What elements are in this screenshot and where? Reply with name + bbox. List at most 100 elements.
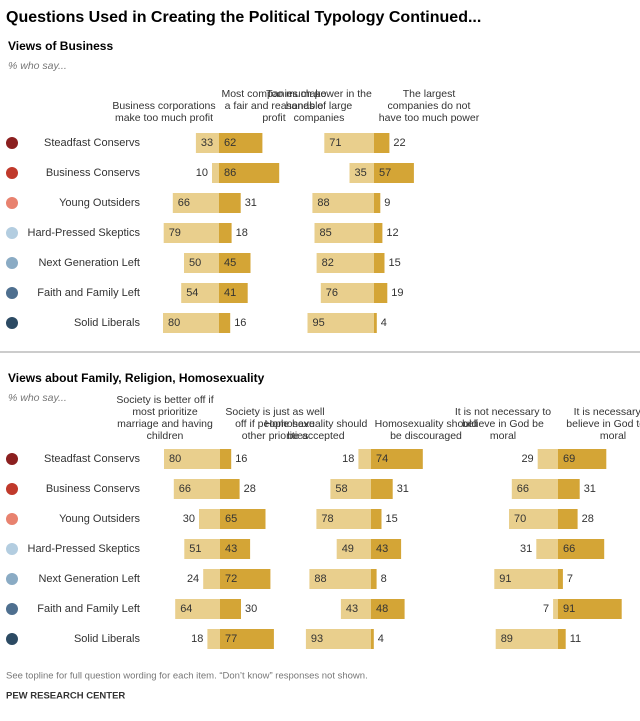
value-label: 65: [225, 513, 237, 525]
value-label: 91: [499, 573, 511, 585]
column-header-text: Homosexuality should be accepted: [264, 418, 368, 442]
value-label: 66: [563, 543, 575, 555]
value-label: 22: [393, 137, 405, 149]
column-header: Business corporations make too much prof…: [112, 100, 215, 124]
value-label: 30: [183, 513, 195, 525]
bar: [371, 449, 423, 469]
value-label: 86: [224, 167, 236, 179]
value-label: 78: [321, 513, 333, 525]
category-dot: [6, 197, 18, 209]
bar: [374, 163, 414, 183]
value-label: 80: [168, 317, 180, 329]
value-label: 64: [180, 603, 192, 615]
value-label: 62: [224, 137, 236, 149]
value-label: 85: [320, 227, 332, 239]
bar: [220, 479, 240, 499]
value-label: 77: [225, 633, 237, 645]
category-dot: [6, 633, 18, 645]
bar: [207, 629, 220, 649]
bar: [219, 133, 263, 153]
bar: [219, 313, 231, 333]
category-dot: [6, 287, 18, 299]
bar: [219, 163, 280, 183]
column-header: Homosexuality should be accepted: [264, 418, 368, 442]
category-dot: [6, 317, 18, 329]
panel-subtitle: % who say...: [8, 60, 67, 72]
value-label: 51: [189, 543, 201, 555]
category-label: Steadfast Conservs: [44, 137, 140, 149]
bar: [307, 313, 374, 333]
bar: [220, 449, 232, 469]
value-label: 66: [179, 483, 191, 495]
value-label: 7: [543, 603, 549, 615]
column-header-text: Society is better off if most prioritize…: [116, 394, 214, 442]
value-label: 41: [224, 287, 236, 299]
bar: [494, 569, 558, 589]
value-label: 66: [517, 483, 529, 495]
category-label: Next Generation Left: [38, 573, 140, 585]
bar: [184, 539, 220, 559]
column-header-text: Too much power in the hands of large com…: [266, 88, 372, 124]
bar: [371, 539, 402, 559]
bar: [374, 253, 385, 273]
value-label: 28: [582, 513, 594, 525]
bar: [219, 253, 251, 273]
column-header: Society is better off if most prioritize…: [116, 394, 214, 442]
bar: [309, 569, 371, 589]
bar: [558, 599, 622, 619]
panel-subtitle: % who say...: [8, 392, 67, 404]
value-label: 31: [520, 543, 532, 555]
bar: [164, 449, 220, 469]
column-header-text: Homosexuality should be discouraged: [374, 418, 478, 442]
value-label: 18: [342, 453, 354, 465]
value-label: 72: [225, 573, 237, 585]
value-label: 16: [234, 317, 246, 329]
value-label: 18: [236, 227, 248, 239]
value-label: 15: [386, 513, 398, 525]
bar: [495, 629, 558, 649]
value-label: 74: [376, 453, 388, 465]
category-label: Faith and Family Left: [37, 603, 140, 615]
bar: [371, 569, 377, 589]
value-label: 19: [391, 287, 403, 299]
value-label: 8: [381, 573, 387, 585]
category-dot: [6, 137, 18, 149]
bar: [316, 509, 371, 529]
column-header-text: It is not necessary to believe in God be…: [454, 406, 552, 442]
category-label: Next Generation Left: [38, 257, 140, 269]
category-dot: [6, 453, 18, 465]
value-label: 43: [346, 603, 358, 615]
value-label: 49: [342, 543, 354, 555]
value-label: 88: [314, 573, 326, 585]
page-title: Questions Used in Creating the Political…: [6, 9, 481, 26]
value-label: 24: [187, 573, 199, 585]
column-header: Homosexuality should be discouraged: [374, 418, 478, 442]
bar: [219, 193, 241, 213]
bar: [330, 479, 371, 499]
bar: [371, 629, 374, 649]
bar: [340, 599, 371, 619]
category-dot: [6, 543, 18, 555]
value-label: 4: [381, 317, 387, 329]
bar: [509, 509, 558, 529]
bar: [324, 133, 374, 153]
bar: [511, 479, 558, 499]
value-label: 31: [245, 197, 257, 209]
column-header-text: It is necessary to believe in God to be …: [566, 406, 640, 442]
bar: [358, 449, 371, 469]
bar: [374, 223, 383, 243]
panel-title: Views of Business: [8, 39, 113, 53]
bar: [195, 133, 219, 153]
bar: [558, 449, 607, 469]
bar: [184, 253, 219, 273]
bar: [349, 163, 374, 183]
bar: [374, 133, 390, 153]
bar: [172, 193, 219, 213]
bar: [558, 509, 578, 529]
value-label: 11: [570, 633, 581, 645]
category-label: Hard-Pressed Skeptics: [28, 543, 141, 555]
category-label: Faith and Family Left: [37, 287, 140, 299]
bar: [212, 163, 219, 183]
bar: [374, 283, 388, 303]
value-label: 35: [355, 167, 367, 179]
